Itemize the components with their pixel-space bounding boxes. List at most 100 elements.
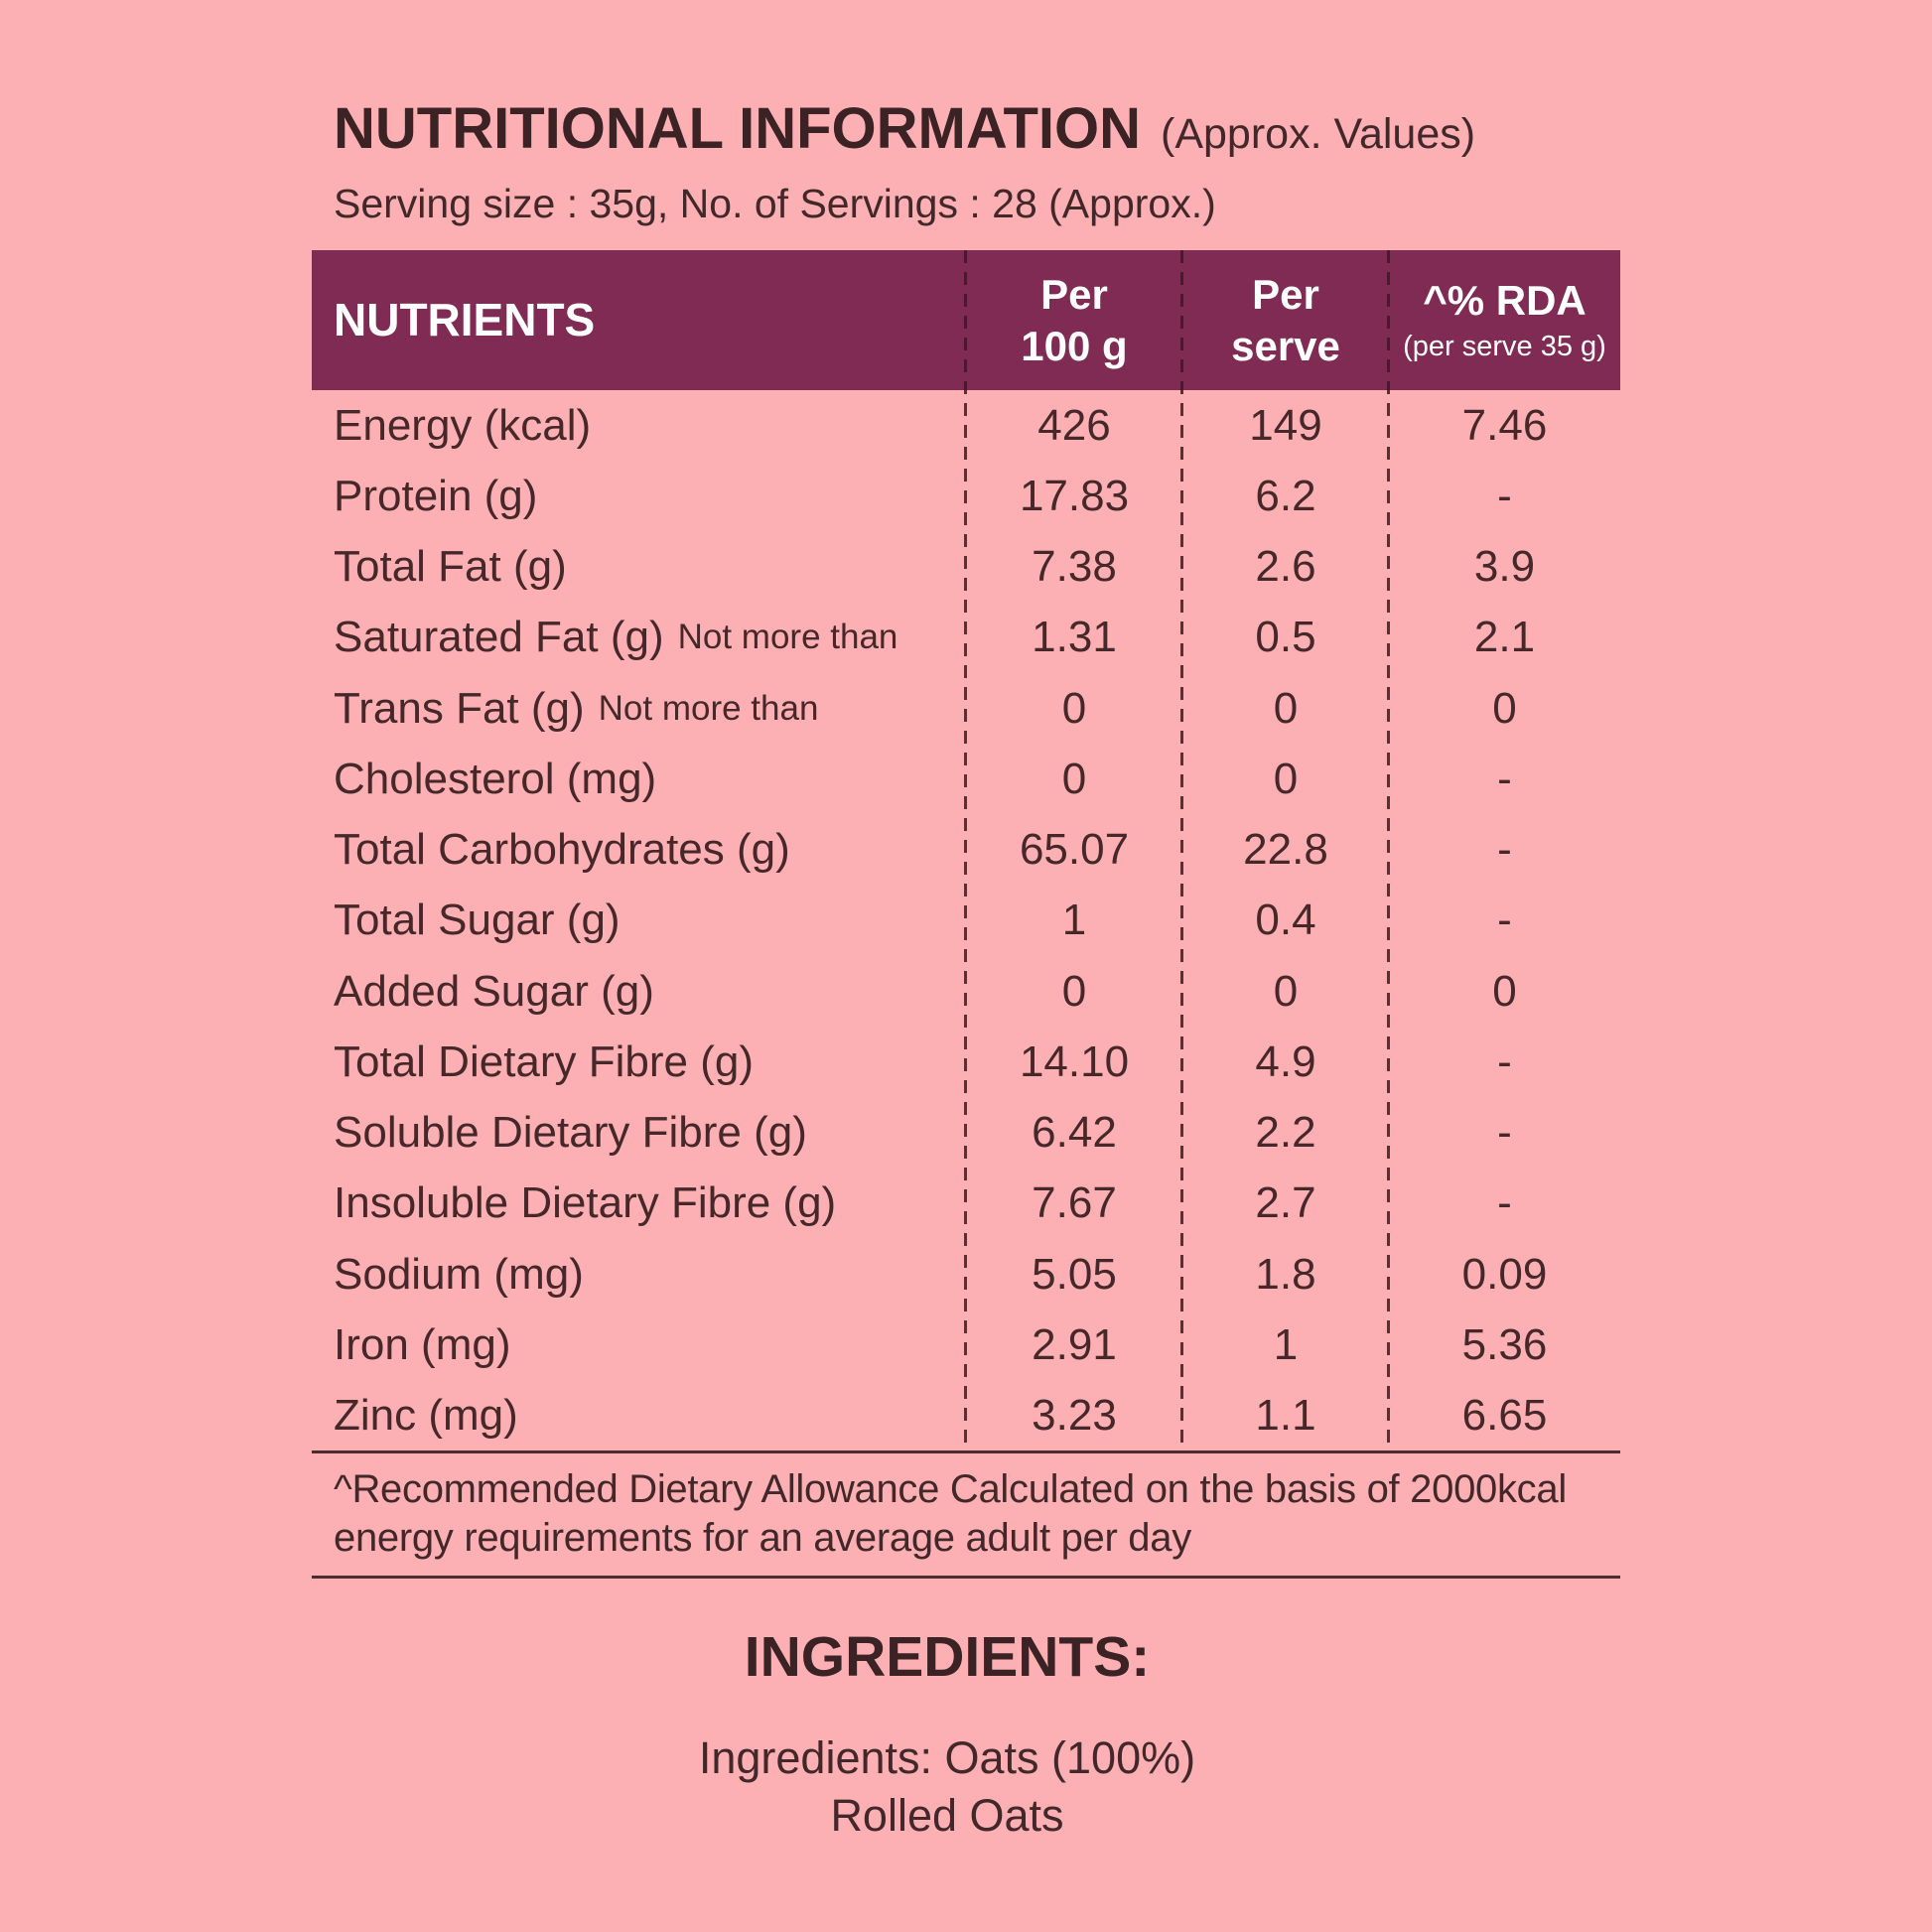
- value-per-100g: 2.91: [1032, 1319, 1117, 1369]
- column-header-nutrients: NUTRIENTS: [334, 294, 596, 346]
- table-row-nutrient-name: Total Dietary Fibre (g): [312, 1027, 966, 1097]
- nutrient-name: Sodium (mg): [334, 1249, 584, 1299]
- ingredients-line-1: Ingredients: Oats (100%): [698, 1732, 1196, 1783]
- nutrient-name: Trans Fat (g): [334, 683, 585, 733]
- table-row-nutrient-name: Insoluble Dietary Fibre (g): [312, 1169, 966, 1239]
- value-rda: -: [1497, 471, 1512, 520]
- value-rda: -: [1497, 1108, 1512, 1158]
- column-header-per-100g-line1: Per: [1040, 271, 1108, 319]
- footnote-bottom-rule: [312, 1576, 1620, 1579]
- value-per-serve: 0: [1273, 754, 1299, 803]
- nutrient-note: Not more than: [598, 688, 819, 728]
- column-divider-rda: [1387, 250, 1390, 1451]
- value-per-serve: 2.2: [1255, 1108, 1316, 1158]
- nutrient-name: Cholesterol (mg): [334, 754, 657, 803]
- column-divider-per-serve: [1180, 250, 1183, 1451]
- table-row-nutrient-name: Energy (kcal): [312, 390, 966, 461]
- column-header-per-100g: Per 100 g: [966, 250, 1182, 390]
- value-per-serve: 0: [1273, 683, 1299, 733]
- rda-footnote-line1: ^Recommended Dietary Allowance Calculate…: [334, 1467, 1567, 1511]
- value-per-100g: 1.31: [1032, 613, 1117, 662]
- value-per-serve: 0.5: [1255, 613, 1316, 662]
- value-rda: -: [1497, 896, 1512, 945]
- value-per-serve: 1.1: [1255, 1391, 1316, 1441]
- page-title: NUTRITIONAL INFORMATION: [334, 96, 1141, 161]
- value-rda: 3.9: [1473, 542, 1536, 592]
- table-row-nutrient-name: Cholesterol (mg): [312, 744, 966, 814]
- table-row-nutrient-name: Protein (g): [312, 461, 966, 531]
- serving-size-line: Serving size : 35g, No. of Servings : 28…: [334, 181, 1216, 226]
- nutrient-name: Total Fat (g): [334, 542, 567, 592]
- nutrient-name: Total Dietary Fibre (g): [334, 1036, 755, 1086]
- value-rda: 0: [1492, 683, 1517, 733]
- value-rda: 0.09: [1461, 1249, 1548, 1299]
- value-per-100g: 14.10: [1019, 1036, 1130, 1086]
- rda-footnote: ^Recommended Dietary Allowance Calculate…: [334, 1465, 1624, 1563]
- column-header-rda-sub: (per serve 35 g): [1403, 331, 1606, 363]
- nutrient-name: Iron (mg): [334, 1319, 511, 1369]
- value-per-100g: 7.67: [1032, 1178, 1117, 1228]
- value-per-serve: 1.8: [1255, 1249, 1316, 1299]
- nutrient-name: Energy (kcal): [334, 400, 592, 450]
- value-per-100g: 17.83: [1019, 471, 1130, 520]
- table-row-nutrient-name: Added Sugar (g): [312, 956, 966, 1027]
- nutrient-name: Added Sugar (g): [334, 966, 654, 1016]
- column-divider-per-100g: [964, 250, 967, 1451]
- nutrient-name: Zinc (mg): [334, 1391, 518, 1441]
- column-header-per-serve-line2: serve: [1231, 322, 1340, 369]
- table-row-nutrient-name: Trans Fat (g) Not more than: [312, 673, 966, 744]
- table-bottom-rule: [312, 1450, 1620, 1453]
- value-per-100g: 1: [1061, 896, 1087, 945]
- value-rda: 2.1: [1473, 613, 1536, 662]
- column-header-per-serve: Per serve: [1182, 250, 1389, 390]
- value-per-serve: 149: [1249, 400, 1322, 450]
- value-per-serve: 0.4: [1255, 896, 1316, 945]
- column-header-per-serve-line1: Per: [1252, 271, 1319, 319]
- value-per-100g: 5.05: [1032, 1249, 1117, 1299]
- table-row-nutrient-name: Total Fat (g): [312, 532, 966, 603]
- nutrient-name: Total Carbohydrates (g): [334, 825, 790, 875]
- ingredients-line-2: Rolled Oats: [830, 1790, 1064, 1841]
- nutrition-table-body: Energy (kcal) 426 149 7.46 Protein (g) 17.83 6…: [312, 390, 1620, 1451]
- table-row-nutrient-name: Iron (mg): [312, 1310, 966, 1380]
- page-title-suffix: (Approx. Values): [1161, 110, 1476, 158]
- nutrient-name: Protein (g): [334, 471, 538, 520]
- nutrient-name: Insoluble Dietary Fibre (g): [334, 1178, 837, 1228]
- rda-footnote-line2: energy requirements for an average adult…: [334, 1516, 1191, 1560]
- column-header-rda: ^% RDA (per serve 35 g): [1389, 250, 1620, 390]
- value-rda: 0: [1492, 966, 1517, 1016]
- table-row-nutrient-name: Zinc (mg): [312, 1381, 966, 1451]
- table-row-nutrient-name: Saturated Fat (g) Not more than: [312, 603, 966, 673]
- page-title-row: NUTRITIONAL INFORMATION (Approx. Values): [334, 95, 1475, 162]
- value-per-serve: 2.6: [1255, 542, 1316, 592]
- ingredients-heading: INGREDIENTS:: [744, 1625, 1151, 1689]
- nutrient-name: Total Sugar (g): [334, 896, 621, 945]
- value-per-100g: 0: [1061, 966, 1087, 1016]
- value-rda: -: [1497, 754, 1512, 803]
- value-per-serve: 22.8: [1243, 825, 1328, 875]
- value-per-100g: 3.23: [1032, 1391, 1117, 1441]
- nutrient-name: Soluble Dietary Fibre (g): [334, 1108, 807, 1158]
- nutrient-note: Not more than: [677, 618, 898, 657]
- table-row-nutrient-name: Total Sugar (g): [312, 886, 966, 956]
- value-per-100g: 0: [1061, 683, 1087, 733]
- value-per-100g: 0: [1061, 754, 1087, 803]
- value-rda: -: [1497, 1036, 1512, 1086]
- value-rda: -: [1497, 1178, 1512, 1228]
- value-per-100g: 65.07: [1019, 825, 1130, 875]
- value-rda: -: [1497, 825, 1512, 875]
- table-row-nutrient-name: Total Carbohydrates (g): [312, 815, 966, 886]
- value-per-serve: 2.7: [1255, 1178, 1316, 1228]
- value-per-serve: 4.9: [1255, 1036, 1316, 1086]
- ingredients-section: INGREDIENTS: Ingredients: Oats (100%) Ro…: [312, 1624, 1583, 1845]
- value-per-100g: 7.38: [1032, 542, 1117, 592]
- value-per-serve: 0: [1273, 966, 1299, 1016]
- value-rda: 7.46: [1461, 400, 1548, 450]
- value-per-serve: 6.2: [1255, 471, 1316, 520]
- value-per-serve: 1: [1273, 1319, 1299, 1369]
- value-per-100g: 426: [1037, 400, 1111, 450]
- value-per-100g: 6.42: [1032, 1108, 1117, 1158]
- table-row-nutrient-name: Soluble Dietary Fibre (g): [312, 1098, 966, 1169]
- value-rda: 6.65: [1461, 1391, 1548, 1441]
